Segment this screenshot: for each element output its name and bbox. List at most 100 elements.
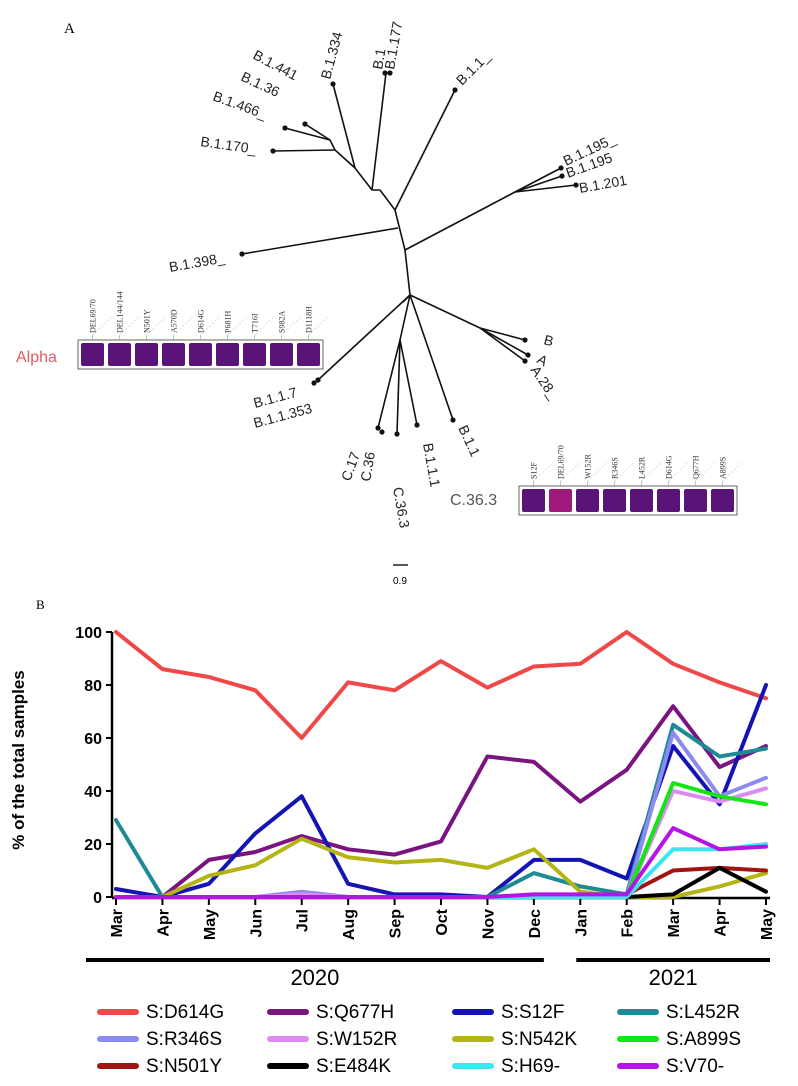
tip-dot: [270, 148, 276, 154]
mutation-label: S982A: [278, 311, 287, 333]
mutation-guide: [281, 316, 301, 336]
heatmap-cell: [162, 343, 185, 366]
branch: [272, 149, 336, 152]
alpha-mutation-labels: DEL69/70 DEL144/144 N501Y A570D D614G P681H T7…: [89, 291, 328, 340]
mutation-label: A570D: [170, 309, 179, 333]
mutation-guide: [587, 462, 607, 482]
mutation-guide: [119, 316, 139, 336]
x-tick-label: Mar: [109, 909, 126, 937]
branch: [284, 127, 331, 141]
heatmap-cell: [657, 489, 680, 512]
heatmap-cell: [270, 343, 293, 366]
heatmap-cell: [684, 489, 707, 512]
heatmap-cell: [108, 343, 131, 366]
tip-label: B.1.1.1: [420, 442, 443, 489]
legend-label: S:Q677H: [316, 1002, 394, 1023]
x-tick-label: Sep: [388, 909, 405, 939]
branch: [479, 327, 529, 356]
mutation-label: D614G: [665, 455, 674, 479]
panel-a-label: A: [64, 21, 75, 37]
tip-dot: [330, 81, 336, 87]
tip-label: B.1.466_: [211, 88, 269, 122]
tip-label: B.1.1_: [453, 48, 493, 88]
phylogenetic-tree-panel: A: [16, 20, 742, 587]
x-tick-label: Dec: [527, 909, 544, 938]
mutation-label: DEL144/144: [116, 291, 125, 333]
mutation-guide: [533, 462, 553, 482]
tip-label: B.1: [369, 47, 388, 71]
tip-label: A.28_: [528, 363, 562, 402]
branch: [377, 294, 411, 429]
y-tick-label: 60: [84, 731, 102, 748]
mutation-guide: [308, 316, 328, 336]
tip-label: C.36: [357, 450, 378, 482]
legend-label: S:R346S: [146, 1029, 222, 1050]
tree-tip-dots: [239, 70, 579, 437]
legend-label: S:S12F: [501, 1002, 564, 1023]
tip-label: B.1.334: [317, 30, 345, 81]
tip-dot: [239, 251, 245, 257]
legend-label: S:A899S: [666, 1029, 741, 1050]
mutation-label: D1118H: [305, 306, 314, 333]
c363-label: C.36.3: [450, 492, 497, 509]
x-tick-label: Mar: [666, 909, 683, 937]
branch: [371, 72, 387, 191]
tip-dot: [452, 87, 458, 93]
mutation-guide: [254, 316, 274, 336]
tree-branches: [241, 72, 577, 435]
mutation-label: D614G: [197, 309, 206, 333]
heatmap-cell: [81, 343, 104, 366]
mutation-label: T716I: [251, 313, 260, 333]
tip-label: C.36.3: [390, 486, 413, 530]
branch: [479, 327, 526, 362]
tip-dot: [522, 358, 528, 364]
branch: [354, 167, 380, 191]
mutation-label: A899S: [719, 457, 728, 479]
y-tick-label: 100: [75, 625, 102, 642]
tip-label: B.1.170_: [200, 133, 258, 157]
legend-label: S:N542K: [501, 1029, 577, 1050]
x-tick-label: Jun: [248, 909, 265, 937]
heatmap-cell: [243, 343, 266, 366]
mutation-guide: [641, 462, 661, 482]
branch: [396, 339, 401, 435]
mutation-guide: [695, 462, 715, 482]
x-tick-label: Feb: [620, 909, 637, 938]
mutation-label: DEL69/70: [557, 445, 566, 479]
tip-dot: [450, 417, 456, 423]
branch: [332, 83, 356, 169]
series-line: [114, 826, 768, 899]
chart-series: [114, 630, 768, 899]
branch: [402, 294, 411, 303]
tip-label: B.1.398_: [168, 249, 226, 275]
tip-dot: [315, 377, 321, 383]
tip-dot: [559, 173, 565, 179]
tip-dot: [387, 70, 393, 76]
series-line: [114, 842, 768, 899]
branch: [394, 89, 456, 211]
legend-label: S:N501Y: [146, 1056, 222, 1077]
tip-label: B: [542, 331, 555, 349]
branch: [404, 167, 562, 251]
legend-label: S:D614G: [146, 1002, 224, 1023]
branch: [379, 189, 411, 296]
panel-b-label: B: [36, 597, 45, 612]
y-tick-label: 0: [93, 890, 102, 907]
tip-dot: [382, 70, 388, 76]
year-groups: 2020 2021: [86, 958, 770, 990]
alpha-mutation-heatmap: Alpha DEL69/70 DEL144/144 N501Y A570D D614G P…: [16, 291, 328, 370]
branch: [409, 294, 454, 421]
c363-mutation-labels: S12F DEL69/70 W152R R346S L452R D614G Q677H A89…: [530, 445, 742, 486]
mutation-guide: [614, 462, 634, 482]
mutation-guide: [92, 316, 112, 336]
year-label: 2021: [649, 965, 698, 990]
mutation-label: Q677H: [692, 455, 701, 479]
heatmap-cell: [603, 489, 626, 512]
heatmap-frame: [518, 485, 738, 516]
branch: [317, 294, 411, 381]
scale-bar-label: 0.9: [393, 576, 407, 587]
legend-label: S:H69-: [501, 1056, 560, 1077]
heatmap-cell: [630, 489, 653, 512]
tip-dot: [375, 425, 381, 431]
branch: [409, 294, 526, 341]
